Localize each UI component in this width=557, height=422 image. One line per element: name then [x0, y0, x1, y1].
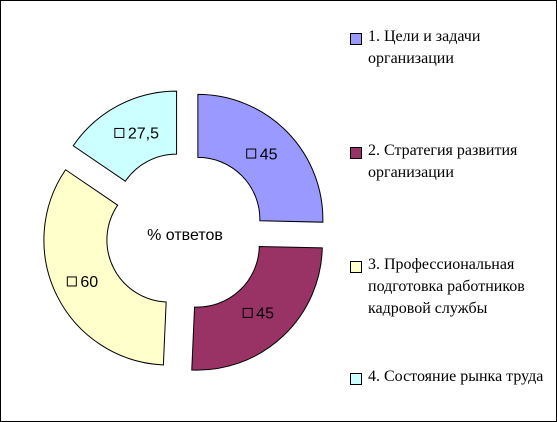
chart-title: % ответов	[147, 227, 223, 244]
segment	[72, 90, 178, 182]
legend-label: 3. Профессиональная подготовка работнико…	[368, 256, 525, 317]
legend-key	[350, 33, 362, 45]
label-key	[246, 148, 257, 159]
legend-key	[350, 373, 362, 385]
label-key	[242, 307, 253, 318]
legend-label: 1. Цели и задачи организации	[368, 28, 481, 67]
legend-label: 2. Стратегия развития организации	[368, 142, 518, 181]
legend-key	[350, 261, 362, 273]
segment	[197, 93, 324, 223]
segment	[43, 169, 167, 366]
value-label: 60	[80, 274, 98, 291]
value-label: 45	[256, 306, 274, 323]
value-label: 45	[260, 146, 278, 163]
label-key	[66, 276, 77, 287]
legend-key	[350, 147, 362, 159]
label-key	[114, 127, 125, 138]
value-label: 27,5	[128, 126, 159, 143]
segment	[191, 246, 323, 371]
legend-label: 4. Состояние рынка труда	[368, 368, 544, 385]
